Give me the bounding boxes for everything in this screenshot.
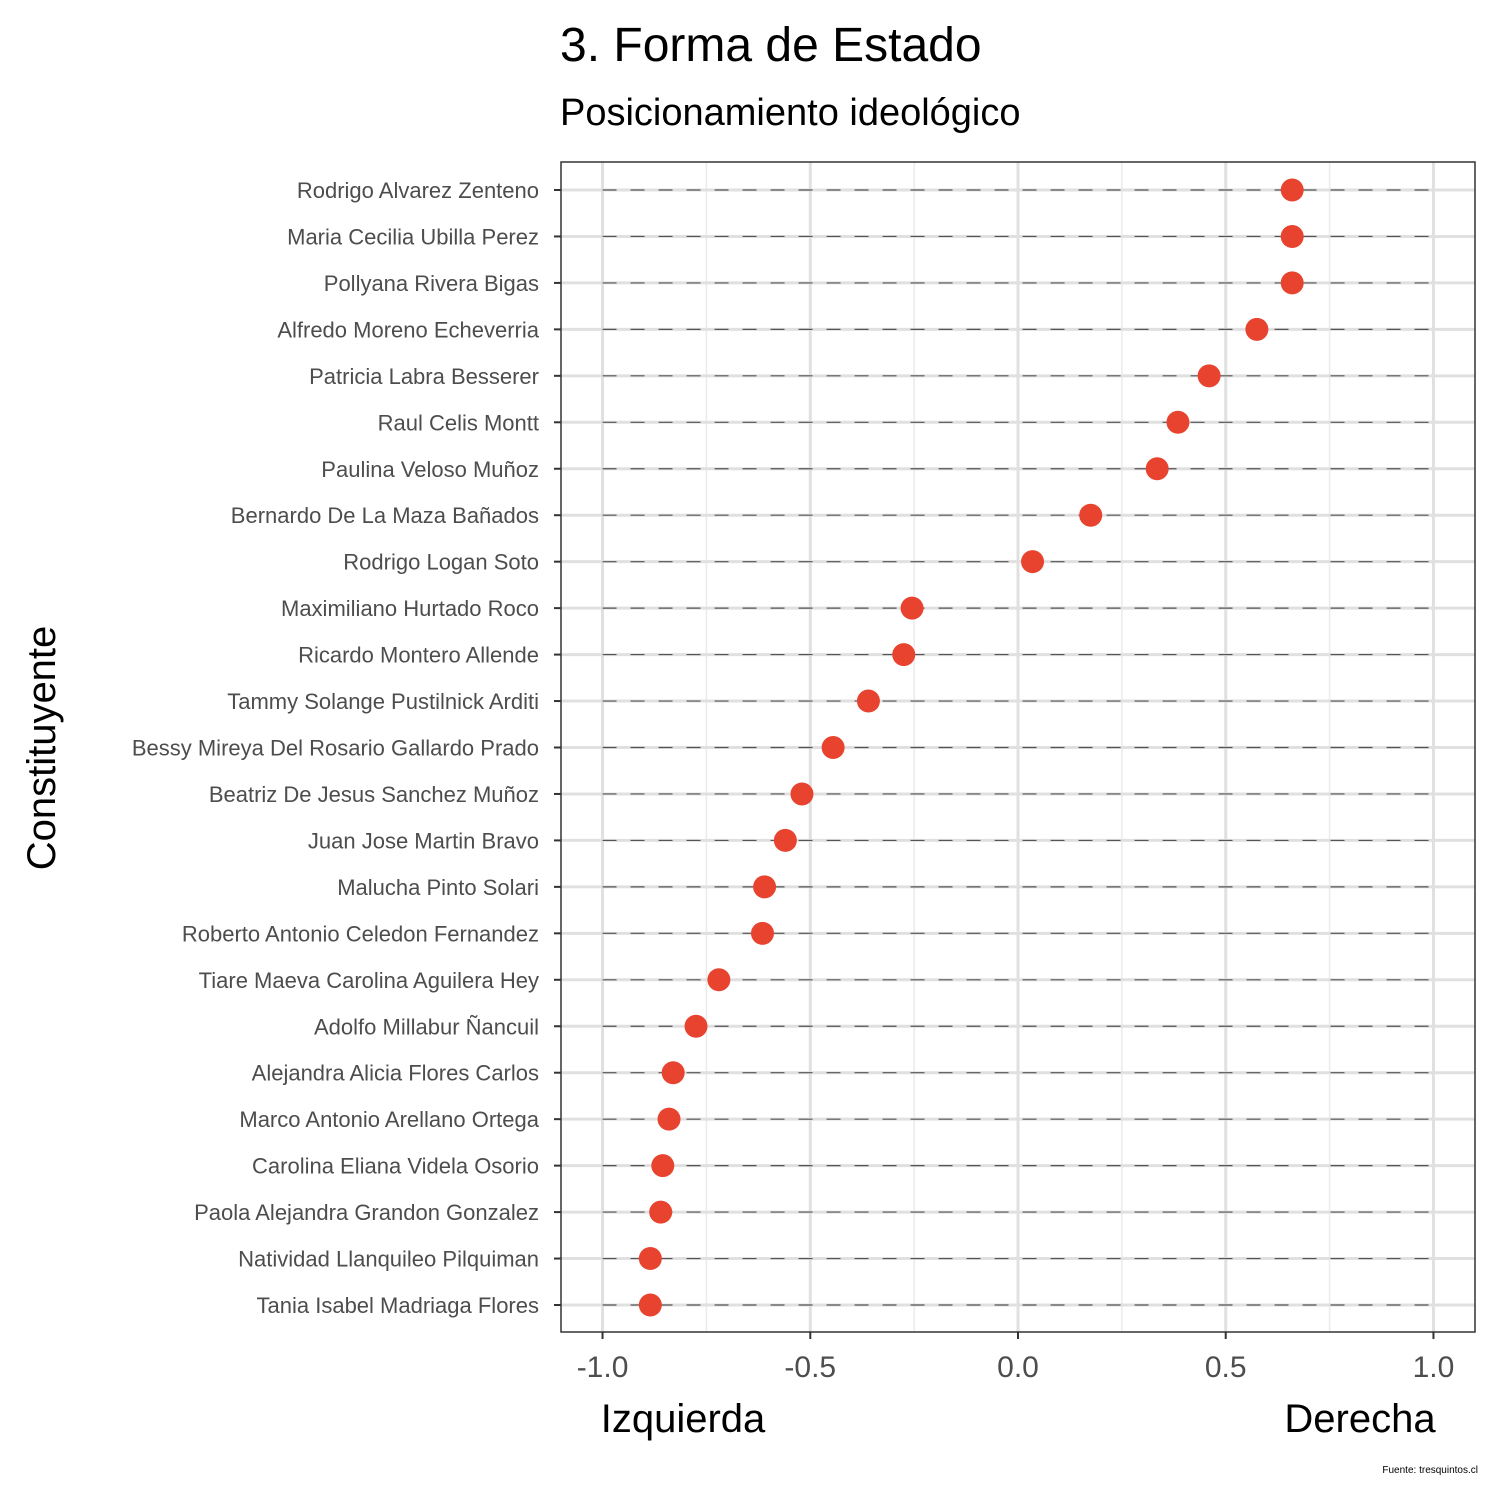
y-tick-label: Tiare Maeva Carolina Aguilera Hey [199,968,539,993]
data-point [651,1154,675,1178]
x-axis-left-label: Izquierda [601,1397,766,1441]
y-tick-label: Malucha Pinto Solari [337,875,539,900]
data-point [753,875,777,899]
data-point [649,1200,673,1224]
x-axis-right-label: Derecha [1284,1397,1436,1441]
data-point [1145,457,1169,481]
y-tick-label: Ricardo Montero Allende [298,643,539,668]
data-point [684,1014,708,1038]
data-point [1280,224,1304,248]
x-tick-label: 0.0 [997,1351,1039,1384]
y-tick-label: Carolina Eliana Videla Osorio [252,1154,539,1179]
y-tick-label: Alfredo Moreno Echeverria [277,317,539,342]
data-point [790,782,814,806]
data-point [638,1247,662,1271]
data-point [638,1293,662,1317]
panel-border [560,161,1476,1333]
data-point [1079,503,1103,527]
y-tick-label: Tania Isabel Madriaga Flores [257,1293,539,1318]
y-tick-label: Rodrigo Logan Soto [343,550,539,575]
source-caption: Fuente: tresquintos.cl [1382,1465,1478,1476]
data-point [661,1061,685,1085]
data-point [707,968,731,992]
axes: Rodrigo Alvarez Zenteno Maria Cecilia Ubi… [132,178,1454,1384]
y-tick-label: Marco Antonio Arellano Ortega [239,1107,539,1132]
y-tick-label: Roberto Antonio Celedon Fernandez [182,921,539,946]
y-tick-label: Pollyana Rivera Bigas [324,271,539,296]
data-point [900,596,924,620]
data-point [821,736,845,759]
data-point [1197,364,1221,388]
y-tick-label: Maria Cecilia Ubilla Perez [287,224,539,249]
chart-subtitle: Posicionamiento ideológico [560,92,1021,134]
data-point [750,921,774,945]
data-points [638,178,1304,1317]
data-point [856,689,880,713]
y-tick-label: Paulina Veloso Muñoz [321,457,539,482]
y-tick-label: Natividad Llanquileo Pilquiman [238,1247,539,1272]
y-tick-label: Paola Alejandra Grandon Gonzalez [194,1200,539,1225]
data-point [892,643,916,667]
x-tick-label: 0.5 [1205,1351,1247,1384]
x-tick-label: -1.0 [577,1351,629,1384]
data-point [1280,271,1304,295]
data-point [657,1107,681,1131]
y-tick-label: Bernardo De La Maza Bañados [231,503,539,528]
y-tick-label: Rodrigo Alvarez Zenteno [297,178,539,203]
y-tick-label: Adolfo Millabur Ñancuil [314,1014,539,1039]
y-tick-label: Tammy Solange Pustilnick Arditi [227,689,539,714]
data-point [1166,410,1190,434]
data-point [1280,178,1304,202]
y-tick-label: Alejandra Alicia Flores Carlos [252,1061,539,1086]
y-tick-label: Bessy Mireya Del Rosario Gallardo Prado [132,736,539,761]
x-tick-label: 1.0 [1413,1351,1455,1384]
y-tick-label: Juan Jose Martin Bravo [308,828,539,853]
y-axis-title: Constituyente [20,626,64,871]
y-tick-label: Maximiliano Hurtado Roco [281,596,539,621]
x-tick-label: -0.5 [784,1351,836,1384]
data-point [773,828,797,852]
y-tick-label: Patricia Labra Besserer [309,364,539,389]
chart-title: 3. Forma de Estado [560,19,982,72]
y-tick-label: Beatriz De Jesus Sanchez Muñoz [209,782,539,807]
y-tick-label: Raul Celis Montt [378,410,539,435]
data-point [1021,550,1045,574]
data-point [1245,317,1269,341]
